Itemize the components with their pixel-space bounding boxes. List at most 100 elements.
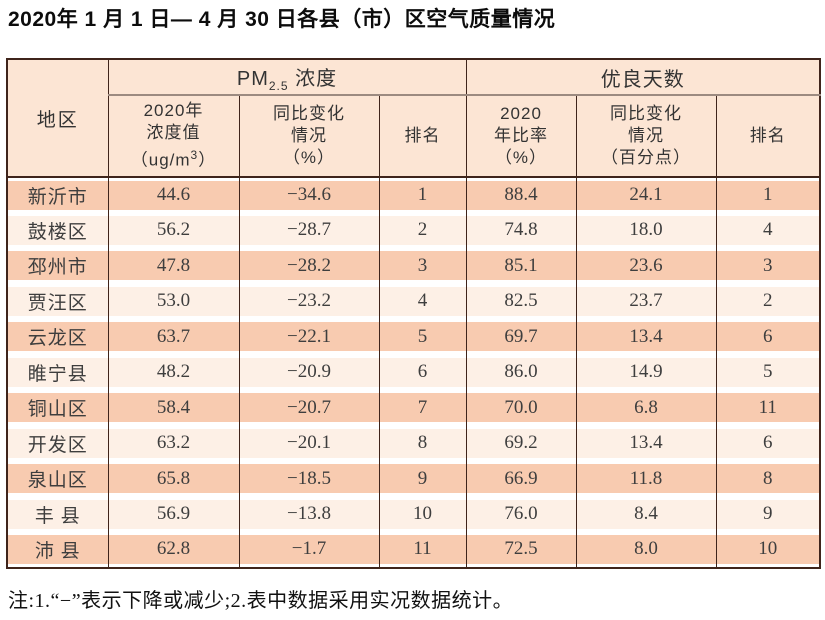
region-cell: 睢宁县 — [6, 354, 109, 390]
days-rank-cell: 8 — [715, 461, 821, 497]
pm-change-cell: −20.9 — [238, 354, 380, 390]
pm-rank-cell: 5 — [378, 319, 467, 355]
unit-prefix: （ug/m — [130, 150, 191, 170]
table-row: 泉山区 65.8 −18.5 9 66.9 11.8 8 — [6, 461, 821, 497]
table-row: 云龙区 63.7 −22.1 5 69.7 13.4 6 — [6, 319, 821, 355]
days-change-cell: 8.0 — [575, 532, 717, 568]
pm-rank-cell: 6 — [378, 354, 467, 390]
good-days-group-header: 优良天数 — [465, 59, 821, 96]
pm25-subscript: 2.5 — [268, 78, 289, 93]
pm-value-cell: 56.9 — [107, 496, 240, 532]
days-rate-cell: 69.7 — [465, 319, 577, 355]
pm-rank-cell: 1 — [378, 177, 467, 213]
pm-value-cell: 62.8 — [107, 532, 240, 568]
pm-value-cell: 53.0 — [107, 283, 240, 319]
days-change-cell: 14.9 — [575, 354, 717, 390]
days-rank-cell: 3 — [715, 248, 821, 284]
days-rate-cell: 76.0 — [465, 496, 577, 532]
table-row: 新沂市 44.6 −34.6 1 88.4 24.1 1 — [6, 177, 821, 213]
days-change-cell: 11.8 — [575, 461, 717, 497]
days-change-cell: 23.7 — [575, 283, 717, 319]
days-rate-cell: 86.0 — [465, 354, 577, 390]
table-row: 沛 县 62.8 −1.7 11 72.5 8.0 10 — [6, 532, 821, 568]
pm-value-cell: 58.4 — [107, 390, 240, 426]
pm-change-cell: −1.7 — [238, 532, 380, 568]
table-header: 地区 PM2.5 浓度 优良天数 2020年 浓度值 （ug/m3） 同比变化 … — [6, 59, 821, 178]
pm-value-cell: 56.2 — [107, 212, 240, 248]
pm-change-cell: −13.8 — [238, 496, 380, 532]
region-cell: 鼓楼区 — [6, 212, 109, 248]
pm25-label-suffix: 浓度 — [288, 67, 338, 90]
days-rate-cell: 69.2 — [465, 425, 577, 461]
days-rank-cell: 2 — [715, 283, 821, 319]
days-rank-column-header: 排名 — [715, 95, 821, 178]
pm-change-cell: −28.7 — [238, 212, 380, 248]
pm25-label-prefix: PM — [236, 67, 269, 90]
days-change-cell: 18.0 — [575, 212, 717, 248]
pm-rank-cell: 4 — [378, 283, 467, 319]
region-column-header: 地区 — [6, 59, 109, 178]
pm-rank-column-header: 排名 — [378, 95, 467, 178]
pm-value-cell: 44.6 — [107, 177, 240, 213]
region-cell: 沛 县 — [6, 532, 109, 568]
days-rate-cell: 85.1 — [465, 248, 577, 284]
unit-superscript: 3 — [190, 148, 199, 163]
pm-value-cell: 63.2 — [107, 425, 240, 461]
days-rate-cell: 66.9 — [465, 461, 577, 497]
region-cell: 丰 县 — [6, 496, 109, 532]
pm-change-cell: −20.7 — [238, 390, 380, 426]
region-cell: 铜山区 — [6, 390, 109, 426]
pm-change-cell: −18.5 — [238, 461, 380, 497]
header-sub-row: 2020年 浓度值 （ug/m3） 同比变化 情况 （%） 排名 2020 年比… — [7, 95, 821, 178]
table-row: 睢宁县 48.2 −20.9 6 86.0 14.9 5 — [6, 354, 821, 390]
footnote: 注:1.“−”表示下降或减少;2.表中数据采用实况数据统计。 — [8, 590, 514, 612]
pm-rank-cell: 2 — [378, 212, 467, 248]
days-change-cell: 13.4 — [575, 319, 717, 355]
region-cell: 邳州市 — [6, 248, 109, 284]
pm-change-cell: −34.6 — [238, 177, 380, 213]
days-rate-cell: 70.0 — [465, 390, 577, 426]
header-group-row: 地区 PM2.5 浓度 优良天数 — [6, 59, 821, 178]
table-row: 丰 县 56.9 −13.8 10 76.0 8.4 9 — [6, 496, 821, 532]
pm-rank-cell: 8 — [378, 425, 467, 461]
region-cell: 泉山区 — [6, 461, 109, 497]
region-cell: 贾汪区 — [6, 283, 109, 319]
region-cell: 云龙区 — [6, 319, 109, 355]
pm-value-header-line2: 浓度值 — [146, 123, 201, 143]
days-rank-cell: 6 — [715, 425, 821, 461]
days-rate-cell: 88.4 — [465, 177, 577, 213]
pm-value-header-unit: （ug/m3） — [109, 144, 238, 172]
days-rank-cell: 6 — [715, 319, 821, 355]
days-rate-cell: 72.5 — [465, 532, 577, 568]
days-change-cell: 8.4 — [575, 496, 717, 532]
pm-change-cell: −23.2 — [238, 283, 380, 319]
days-rank-cell: 1 — [715, 177, 821, 213]
pm-change-cell: −22.1 — [238, 319, 380, 355]
pm-value-cell: 65.8 — [107, 461, 240, 497]
days-change-cell: 13.4 — [575, 425, 717, 461]
table-row: 鼓楼区 56.2 −28.7 2 74.8 18.0 4 — [6, 212, 821, 248]
pm-change-cell: −20.1 — [238, 425, 380, 461]
pm-value-cell: 63.7 — [107, 319, 240, 355]
pm-value-cell: 47.8 — [107, 248, 240, 284]
pm25-group-header: PM2.5 浓度 — [107, 59, 467, 96]
region-cell: 新沂市 — [6, 177, 109, 213]
pm-change-cell: −28.2 — [238, 248, 380, 284]
unit-suffix: ） — [198, 150, 217, 170]
days-rate-column-header: 2020 年比率 （%） — [465, 95, 577, 178]
region-cell: 开发区 — [6, 425, 109, 461]
table-row: 贾汪区 53.0 −23.2 4 82.5 23.7 2 — [6, 283, 821, 319]
pm-rank-cell: 10 — [378, 496, 467, 532]
air-quality-table: 地区 PM2.5 浓度 优良天数 2020年 浓度值 （ug/m3） 同比变化 … — [6, 58, 821, 569]
pm-rank-cell: 3 — [378, 248, 467, 284]
pm-value-column-header: 2020年 浓度值 （ug/m3） — [107, 95, 240, 178]
table-row: 铜山区 58.4 −20.7 7 70.0 6.8 11 — [6, 390, 821, 426]
pm-rank-cell: 11 — [378, 532, 467, 568]
pm-rank-cell: 9 — [378, 461, 467, 497]
days-change-cell: 23.6 — [575, 248, 717, 284]
days-rank-cell: 10 — [715, 532, 821, 568]
days-rate-cell: 82.5 — [465, 283, 577, 319]
days-change-cell: 6.8 — [575, 390, 717, 426]
pm-value-header-line1: 2020年 — [143, 101, 204, 121]
